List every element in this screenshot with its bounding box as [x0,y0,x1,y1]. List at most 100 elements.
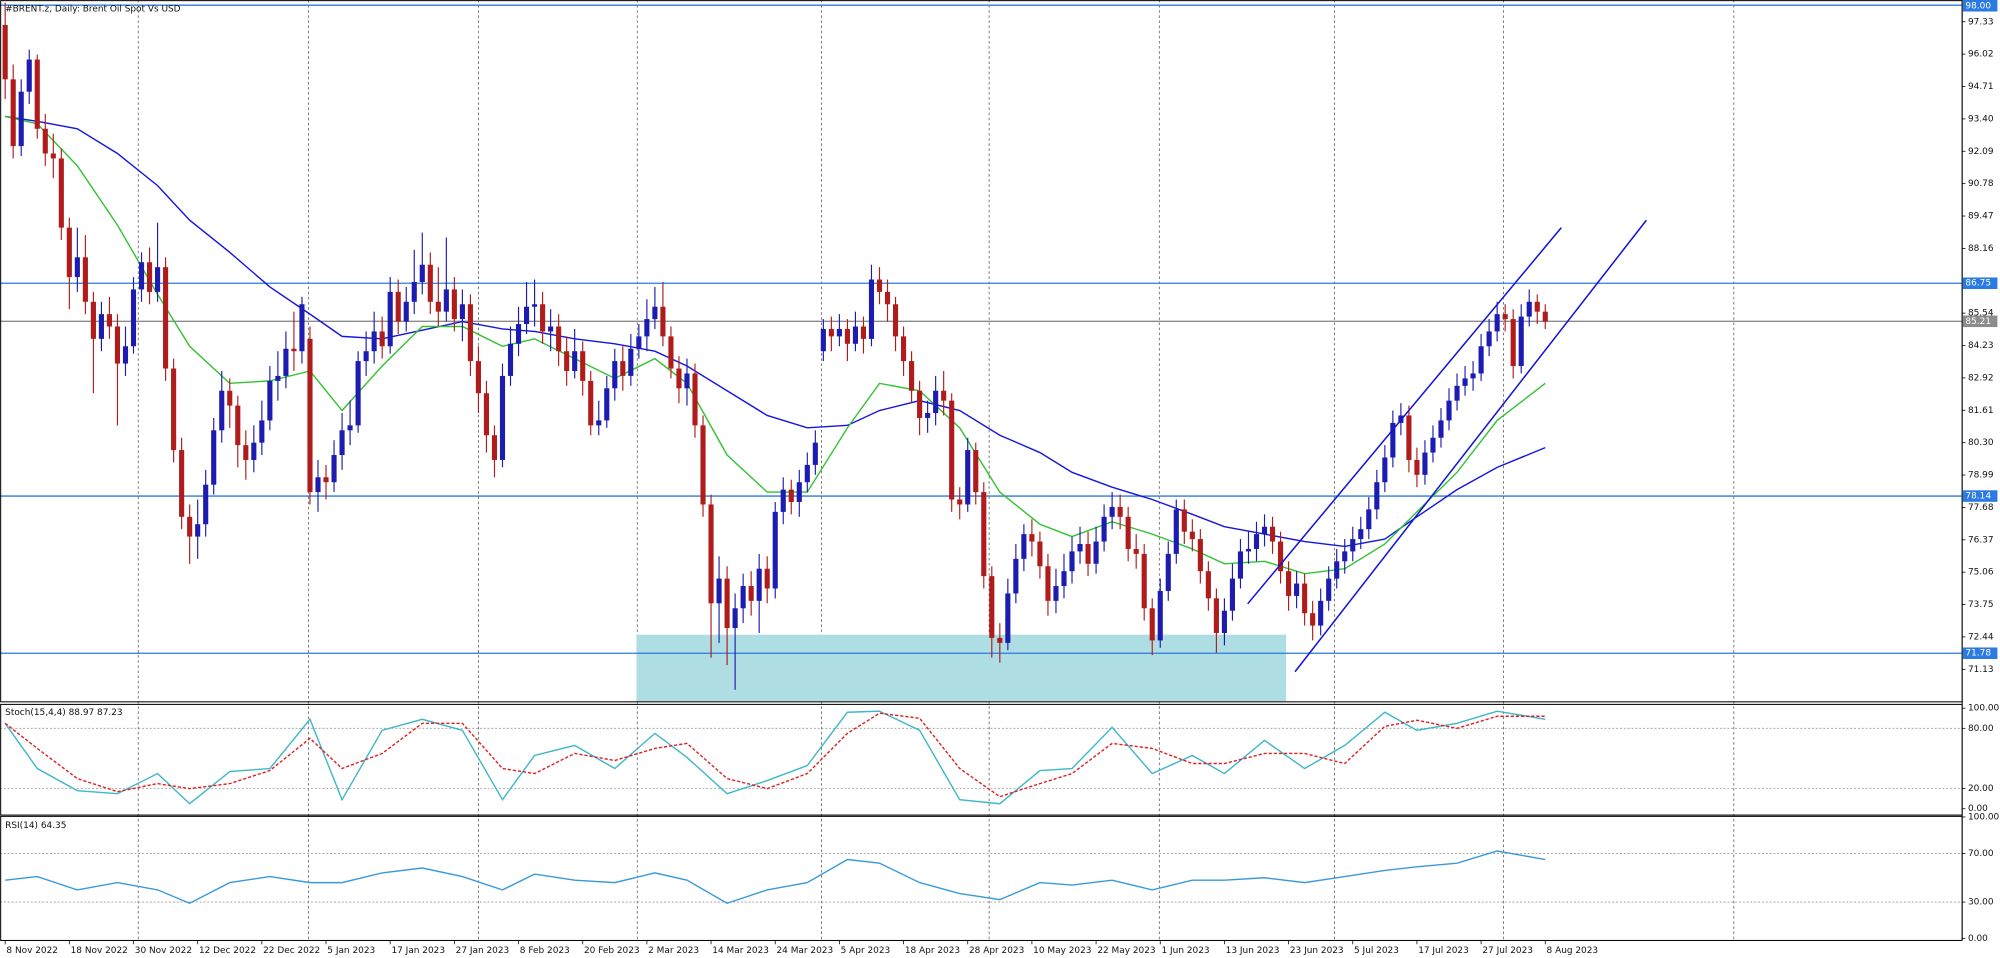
candle-body [1542,311,1548,322]
candle-body [1462,378,1468,386]
candle-body [780,489,786,512]
x-tick-label: 28 Apr 2023 [969,946,1024,956]
candle-body [764,568,770,589]
candle-body [652,306,658,320]
candle-body [1045,566,1051,601]
candle-body [868,279,875,339]
candle-body [275,375,281,381]
y-tick-label: 96.02 [1968,50,1994,60]
y-tick-label: 82.92 [1968,373,1994,383]
candle-body [588,380,594,426]
candle-body [1237,551,1244,579]
y-tick-label: 97.33 [1968,17,1994,27]
trend-line [1247,227,1562,605]
candle-body [1446,400,1452,421]
candle-body [171,368,177,451]
candle-body [580,351,586,381]
candle-body [876,279,883,292]
candle-body [973,450,979,493]
candle-body [363,351,369,362]
x-tick-label: 8 Nov 2022 [6,946,58,956]
candle-body [219,390,225,431]
candle-body [1125,516,1131,549]
candle-body [283,348,289,376]
candle-body [483,393,490,436]
candle-body [949,400,955,500]
y-tick-label: 20.00 [1968,784,1994,794]
x-tick-label: 13 Jun 2023 [1226,946,1280,956]
y-tick-label: 70.00 [1968,849,1994,859]
candle-body [1229,578,1235,611]
candle-body [1245,548,1252,552]
candle-body [724,578,730,629]
y-tick-label: 89.47 [1968,212,1994,222]
x-tick-label: 8 Aug 2023 [1547,946,1599,956]
chart-title: #BRENT.z, Daily: Brent Oil Spot Vs USD [5,4,181,14]
candle-body [74,257,80,278]
candle-body [1133,548,1139,554]
candle-body [435,301,441,312]
candle-body [1197,539,1203,572]
candle-body [612,361,618,389]
candle-body [1318,600,1324,626]
candle-body [788,489,794,502]
candle-body [235,405,241,446]
candle-body [860,326,867,339]
candle-body [1438,420,1444,438]
x-tick-label: 14 Mar 2023 [712,946,769,956]
candle-body [1534,301,1540,312]
candle-body [114,326,121,364]
candle-body [1374,482,1380,510]
candle-body [1342,551,1348,562]
y-tick-label: 71.13 [1968,665,1994,675]
candle-body [1310,613,1316,626]
x-tick-label: 24 Mar 2023 [776,946,833,956]
candle-body [965,450,971,505]
candle-body [684,373,690,389]
candle-body [1494,314,1500,332]
candle-body [371,331,377,352]
price-axis-background [1962,0,2000,958]
candle-body [1021,534,1027,559]
candle-body [836,328,842,337]
candle-body [1213,598,1219,633]
candle-body [1101,516,1107,542]
candle-body [700,425,706,505]
candle-body [42,128,48,154]
candle-body [1093,541,1099,564]
candle-body [1390,422,1396,458]
candle-body [1149,608,1155,641]
candle-body [491,435,498,460]
candle-body [251,442,257,460]
candle-body [1278,541,1284,572]
y-tick-label: 75.06 [1968,568,1994,578]
y-tick-label: 80.30 [1968,438,1994,448]
candle-body [772,511,778,589]
x-tick-label: 17 Jul 2023 [1418,946,1469,956]
candle-body [981,492,987,577]
candle-body [548,326,554,332]
candle-body [812,442,818,465]
candle-body [1518,316,1524,367]
candle-body [1013,558,1019,594]
y-tick-label: 78.99 [1968,471,1994,481]
candle-body [892,304,899,337]
candle-body [564,351,570,371]
candle-body [1366,509,1372,530]
candle-body [925,413,931,418]
candle-body [130,289,137,347]
rsi-title: RSI(14) 64.35 [5,821,66,831]
candle-body [395,291,401,322]
candle-body [1358,529,1364,540]
axis-layer: 97.33 96.02 94.71 93.40 92.09 90.78 89.47 88.16… [4,0,2000,958]
candle-body [82,257,88,302]
candle-body [1286,571,1292,596]
level-label: 85.21 [1965,317,1991,327]
indicator-line [4,710,1546,805]
candle-body [1454,385,1460,401]
candle-body [1486,331,1492,347]
candle-body [1326,578,1332,601]
candle-body [227,390,233,406]
candle-body [852,326,858,344]
